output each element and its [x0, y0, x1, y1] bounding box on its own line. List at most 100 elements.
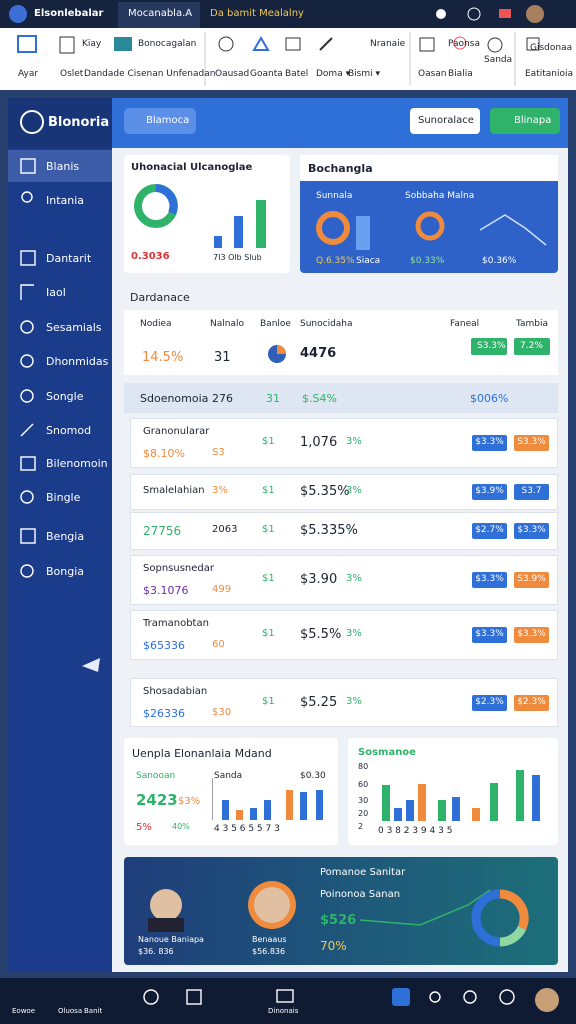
nav-item: Sesamials [46, 321, 102, 334]
ribbon-label: Ayar [18, 69, 39, 79]
cell: 4476 [300, 346, 337, 361]
y-tick-label: 60 [358, 780, 369, 789]
axis: 7I3 Olb Slub [213, 253, 262, 262]
stat: $0.33% [410, 256, 445, 266]
row-pct: 3% [346, 695, 362, 707]
nav-item: Blanis [46, 160, 80, 173]
row-qty: 60 [212, 639, 225, 650]
panel-title: Dardanace [130, 291, 190, 304]
row-amount: $3.90 [300, 572, 338, 587]
row-pct: 3% [346, 628, 362, 639]
ribbon-label: Doma ▾ [316, 69, 351, 79]
row-amount: 1,076 [300, 435, 338, 450]
person-name: Benaaus [252, 935, 287, 944]
cell: 14.5% [142, 350, 184, 365]
badge: $3.3% [472, 435, 507, 451]
row-qty: 3% [212, 485, 228, 496]
row-unit: $1 [262, 695, 275, 707]
tab: Elsonlebalar [34, 8, 104, 19]
row-amount: $5.35% [300, 484, 350, 499]
column-header: Nodiea [140, 319, 172, 329]
row-value: $65336 [143, 639, 185, 652]
badge: S3.7 [514, 484, 549, 500]
ribbon-label: Paonsa [448, 39, 480, 49]
badge: S3.9% [514, 572, 549, 588]
row-pct: ⌄ [346, 524, 355, 535]
y-tick-label: 80 [358, 762, 369, 771]
column-header: Faneal [450, 319, 480, 329]
nav-item: Dhonmidas [46, 355, 109, 368]
row-pct: 3% [346, 485, 362, 496]
stat: Q.6.35% [316, 256, 355, 266]
search: Blamoca [146, 115, 190, 126]
row-unit: $1 [262, 485, 275, 496]
person-value: $56.836 [252, 947, 286, 956]
cell: 31 [214, 350, 231, 365]
taskbar-label: Dinonais [268, 1007, 299, 1015]
ribbon-label: Bismi ▾ [348, 69, 381, 79]
y-tick-label: 30 [358, 796, 369, 805]
banner-title: Pomanoe Sanitar [320, 867, 406, 878]
row-qty: 499 [212, 584, 232, 595]
nav-item: Bingle [46, 491, 81, 504]
value: 0.3036 [131, 251, 170, 262]
label: $3% [178, 796, 201, 807]
badge: $3.9% [472, 484, 507, 500]
person-value: $36. 836 [138, 947, 174, 956]
ribbon-label: Gisdonaa [530, 43, 573, 53]
row-qty: S3 [212, 447, 225, 458]
nav-item: Bongia [46, 565, 85, 578]
badge: 7.2% [520, 341, 543, 351]
badge: $2.3% [514, 694, 549, 711]
row-unit: $1 [262, 524, 275, 535]
label: Sanda [214, 771, 243, 781]
table-row [130, 678, 558, 727]
taskbar-label: Oluosa [58, 1007, 83, 1015]
row-name: Shosadabian [143, 686, 208, 697]
tab: Da bamit Mealalny [210, 8, 304, 19]
row-pct: 3% [346, 573, 362, 584]
label: 40% [172, 822, 190, 831]
row-unit: $1 [262, 628, 275, 639]
column-header: Nalnalo [210, 319, 244, 329]
ribbon-label: Dandade Cisenan Unfenadan [84, 69, 216, 79]
label: $0.30 [300, 771, 326, 781]
label: 2423 [136, 791, 178, 809]
summary-cell: 31 [266, 392, 280, 405]
banner-subtitle: Poinonoa Sanan [320, 889, 401, 900]
badge: $3.3% [472, 572, 507, 588]
badge: $3.3% [514, 523, 549, 539]
y-tick-label: 20 [358, 809, 369, 818]
ribbon-label: Eatitanioia [525, 69, 574, 79]
row-value: $3.1076 [143, 584, 189, 597]
axis: 4 3 5 6 5 5 7 3 [214, 824, 280, 834]
label: Sunnala [316, 191, 353, 201]
row-qty: $30 [212, 707, 232, 718]
column-header: Sunocidaha [300, 319, 353, 329]
ribbon-label: Goanta [250, 69, 283, 79]
axis: 0 3 8 2 3 9 4 3 5 [378, 826, 453, 836]
row-name: Smalelahian [143, 485, 205, 496]
badge: $3.3% [472, 627, 507, 643]
person-name: Nanoue Baniapa [138, 935, 204, 944]
badge: $3.3% [514, 627, 549, 643]
row-amount: $5.5% [300, 627, 342, 642]
row-amount: $5.335% [300, 523, 358, 538]
ribbon-label: Oasan [418, 69, 447, 79]
row-amount: $5.25 [300, 694, 338, 710]
stat: Siaca [356, 256, 381, 266]
label: 5% [136, 822, 152, 833]
tab: Mocanabla.A [128, 8, 193, 19]
row-unit: $1 [262, 436, 275, 447]
row-unit: $1 [262, 573, 275, 584]
banner-pct: 70% [320, 939, 347, 953]
nav-item: Iaol [46, 286, 66, 299]
card-title: Sosmanoe [358, 747, 416, 758]
column-header: Banloe [260, 319, 291, 329]
badge: $2.7% [472, 523, 507, 539]
summary-cell: $.S4% [302, 392, 337, 405]
nav-item: Songle [46, 390, 84, 403]
nav-item: Bengia [46, 530, 85, 543]
taskbar-label: Banit [84, 1007, 103, 1015]
stat: $0.36% [482, 256, 517, 266]
